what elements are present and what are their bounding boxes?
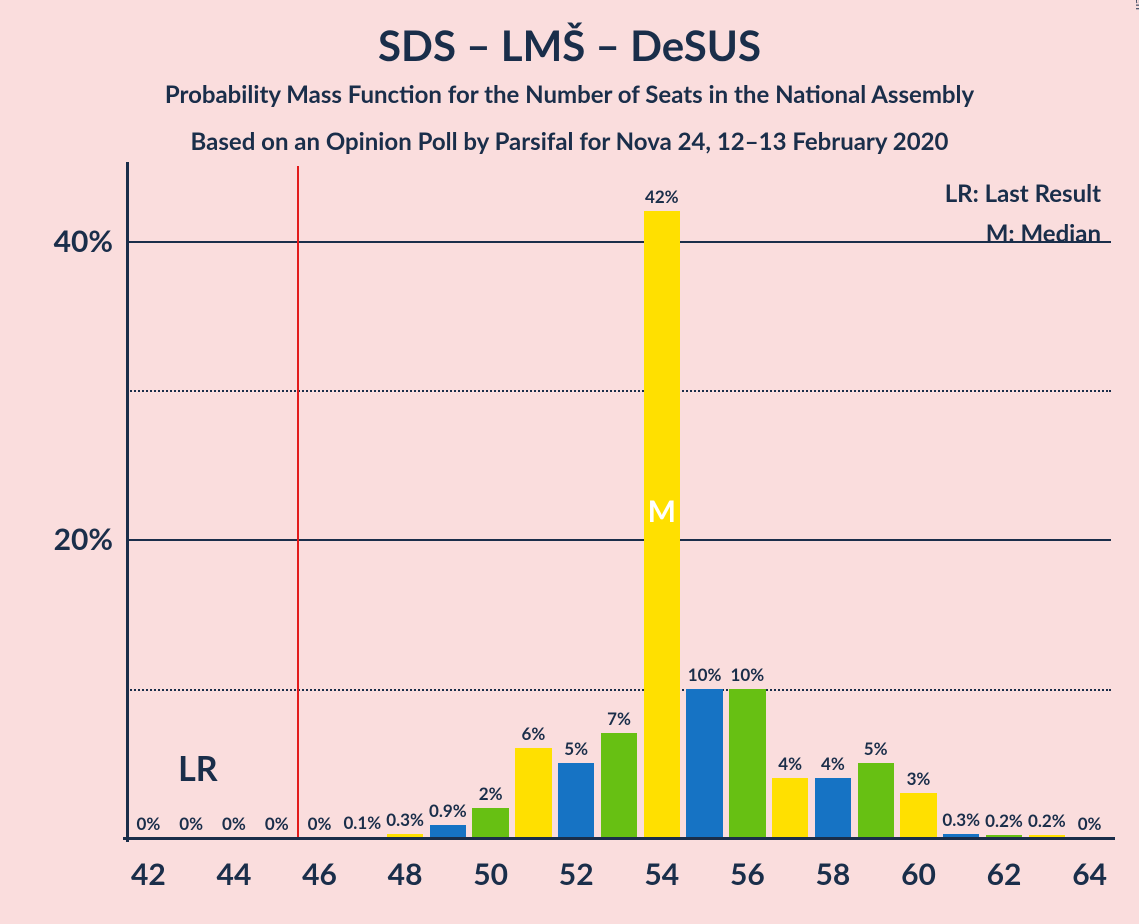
bar-value-label: 0% [179, 813, 203, 834]
bar-value-label: 2% [479, 783, 503, 804]
x-tick-label: 44 [217, 838, 252, 892]
bar-value-label: 10% [731, 664, 765, 685]
chart-subtitle-1: Probability Mass Function for the Number… [0, 80, 1139, 109]
bar [515, 748, 551, 838]
bar-value-label: 0% [265, 813, 289, 834]
x-axis [123, 837, 1115, 840]
plot-area: 20%40%0%0%0%0%0%0.1%0.3%0.9%2%6%5%7%42%M… [127, 166, 1111, 838]
bar [686, 689, 722, 838]
x-tick-label: 48 [388, 838, 423, 892]
x-tick-label: 56 [730, 838, 765, 892]
bar [472, 808, 508, 838]
bar-value-label: 0% [1078, 813, 1102, 834]
chart-subtitle-2: Based on an Opinion Poll by Parsifal for… [0, 127, 1139, 156]
x-tick-label: 64 [1072, 838, 1107, 892]
bar-value-label: 0% [308, 813, 332, 834]
legend: LR: Last ResultM: Median [945, 174, 1101, 254]
y-axis [126, 162, 129, 842]
x-tick-label: 42 [131, 838, 166, 892]
bar-value-label: 0.2% [985, 810, 1023, 831]
bar [430, 825, 466, 838]
bar [900, 793, 936, 838]
y-tick-label: 40% [54, 223, 127, 259]
x-tick-label: 46 [302, 838, 337, 892]
bar-value-label: 5% [864, 738, 888, 759]
bar-value-label: 6% [522, 723, 546, 744]
grid-minor [127, 390, 1111, 392]
last-result-line [297, 166, 299, 838]
bar-value-label: 0.3% [942, 809, 980, 830]
bar-value-label: 0% [136, 813, 160, 834]
bar [772, 778, 808, 838]
bar-value-label: 0.2% [1028, 810, 1066, 831]
chart-title: SDS – LMŠ – DeSUS [0, 0, 1139, 70]
y-tick-label: 20% [54, 521, 127, 557]
median-marker: M [648, 493, 676, 529]
bar-value-label: 5% [564, 738, 588, 759]
pmf-bar-chart: 20%40%0%0%0%0%0%0.1%0.3%0.9%2%6%5%7%42%M… [127, 166, 1111, 838]
legend-lr: LR: Last Result [945, 174, 1101, 214]
last-result-label: LR [178, 748, 218, 789]
bar-value-label: 3% [907, 768, 931, 789]
bar-value-label: 4% [821, 753, 845, 774]
bar [601, 733, 637, 838]
bar-value-label: 0.9% [429, 800, 467, 821]
bar-value-label: 42% [645, 186, 679, 207]
x-tick-label: 54 [644, 838, 679, 892]
bar-value-label: 7% [607, 708, 631, 729]
x-tick-label: 58 [816, 838, 851, 892]
bar-value-label: 4% [778, 753, 802, 774]
grid-minor [127, 689, 1111, 691]
legend-median: M: Median [945, 214, 1101, 254]
bar-value-label: 0.1% [343, 812, 381, 833]
copyright-text: © 2020 Filip van Laenen [1133, 0, 1139, 10]
bar-value-label: 0.3% [386, 809, 424, 830]
x-tick-label: 60 [901, 838, 936, 892]
x-tick-label: 52 [559, 838, 594, 892]
bar [815, 778, 851, 838]
x-tick-label: 50 [473, 838, 508, 892]
x-tick-label: 62 [987, 838, 1022, 892]
bar [858, 763, 894, 838]
bar-value-label: 10% [688, 664, 722, 685]
grid-major [127, 539, 1111, 541]
bar [729, 689, 765, 838]
bar-value-label: 0% [222, 813, 246, 834]
bar [558, 763, 594, 838]
